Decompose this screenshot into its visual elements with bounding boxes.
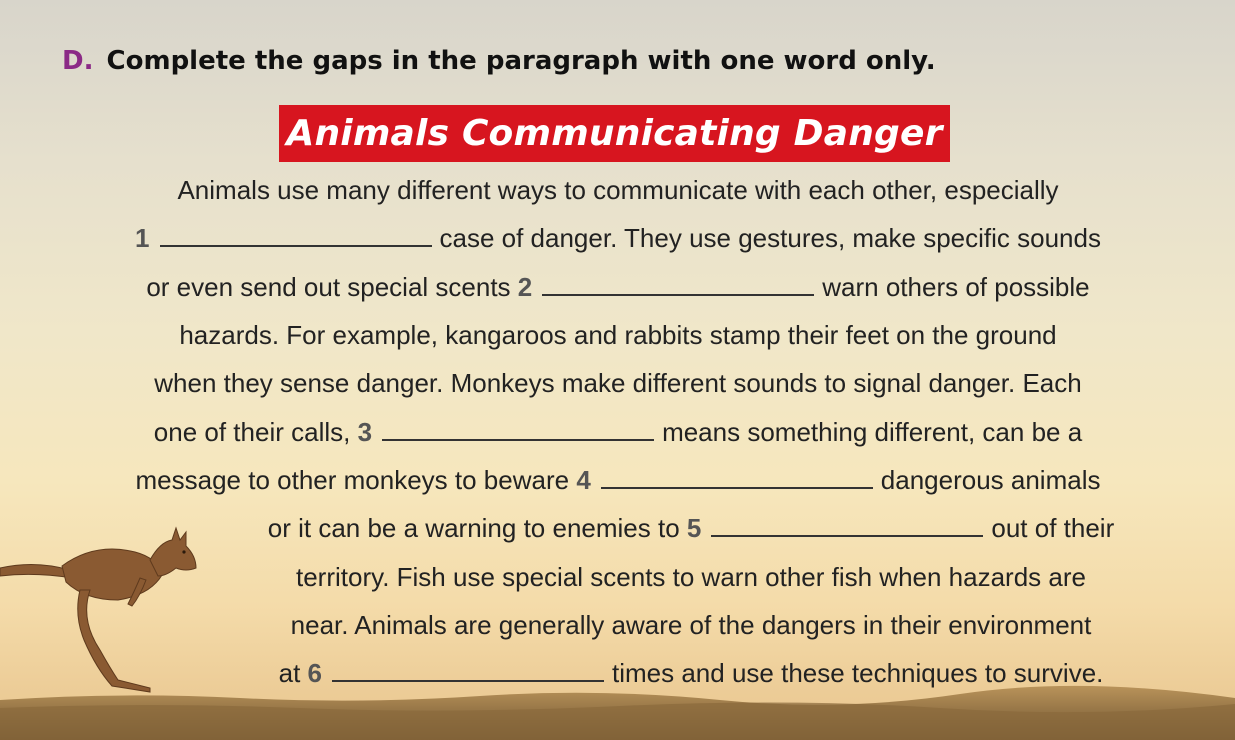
line-text: times and use these techniques to surviv… xyxy=(612,658,1104,688)
line-text: means something different, can be a xyxy=(662,417,1083,447)
title-banner: Animals Communicating Danger xyxy=(279,105,950,162)
line-text: Animals use many different ways to commu… xyxy=(177,175,1059,205)
line-text: hazards. For example, kangaroos and rabb… xyxy=(179,320,1057,350)
paragraph-line-6: one of their calls, 3 means something dif… xyxy=(62,417,1174,447)
line-text: one of their calls, xyxy=(153,417,351,447)
line-text: territory. Fish use special scents to wa… xyxy=(296,562,1086,592)
line-text: message to other monkeys to beware xyxy=(135,465,570,495)
gap-blank-3[interactable] xyxy=(382,419,655,441)
gap-number-5: 5 xyxy=(686,513,702,543)
passage-title: Animals Communicating Danger xyxy=(286,113,943,154)
line-text: or it can be a warning to enemies to xyxy=(267,513,680,543)
paragraph-line-10: near. Animals are generally aware of the… xyxy=(200,610,1182,640)
instruction: D. Complete the gaps in the paragraph wi… xyxy=(62,46,936,76)
paragraph-line-8: or it can be a warning to enemies to 5 ou… xyxy=(200,513,1182,543)
line-text: out of their xyxy=(991,513,1115,543)
gap-blank-2[interactable] xyxy=(542,274,815,296)
paragraph-line-5: when they sense danger. Monkeys make dif… xyxy=(62,368,1174,398)
grass-ground xyxy=(0,685,1235,740)
paragraph-line-3: or even send out special scents 2 warn ot… xyxy=(62,272,1174,302)
line-text: or even send out special scents xyxy=(146,272,511,302)
gap-number-3: 3 xyxy=(357,417,373,447)
kangaroo-icon xyxy=(0,526,197,693)
line-text: warn others of possible xyxy=(822,272,1090,302)
paragraph-line-4: hazards. For example, kangaroos and rabb… xyxy=(62,320,1174,350)
gap-number-4: 4 xyxy=(576,465,591,495)
gap-blank-6[interactable] xyxy=(332,660,604,682)
line-text: near. Animals are generally aware of the… xyxy=(290,610,1092,640)
line-text: case of danger. They use gestures, make … xyxy=(439,223,1101,253)
gap-number-2: 2 xyxy=(517,272,533,302)
line-text: dangerous animals xyxy=(880,465,1101,495)
line-text: when they sense danger. Monkeys make dif… xyxy=(154,368,1082,398)
gap-blank-4[interactable] xyxy=(600,467,873,489)
instruction-text: Complete the gaps in the paragraph with … xyxy=(106,46,936,76)
gap-number-1: 1 xyxy=(135,223,150,253)
gap-number-6: 6 xyxy=(307,658,322,688)
paragraph-line-9: territory. Fish use special scents to wa… xyxy=(200,562,1182,592)
paragraph-line-11: at 6 times and use these techniques to su… xyxy=(200,658,1182,688)
exercise-letter: D. xyxy=(62,46,94,76)
gap-blank-5[interactable] xyxy=(711,515,984,537)
paragraph-line-1: Animals use many different ways to commu… xyxy=(62,175,1174,205)
paragraph-line-2: 1 case of danger. They use gestures, make… xyxy=(62,223,1174,253)
line-text: at xyxy=(278,658,301,688)
gap-blank-1[interactable] xyxy=(159,225,432,247)
paragraph-line-7: message to other monkeys to beware 4 dang… xyxy=(62,465,1174,495)
